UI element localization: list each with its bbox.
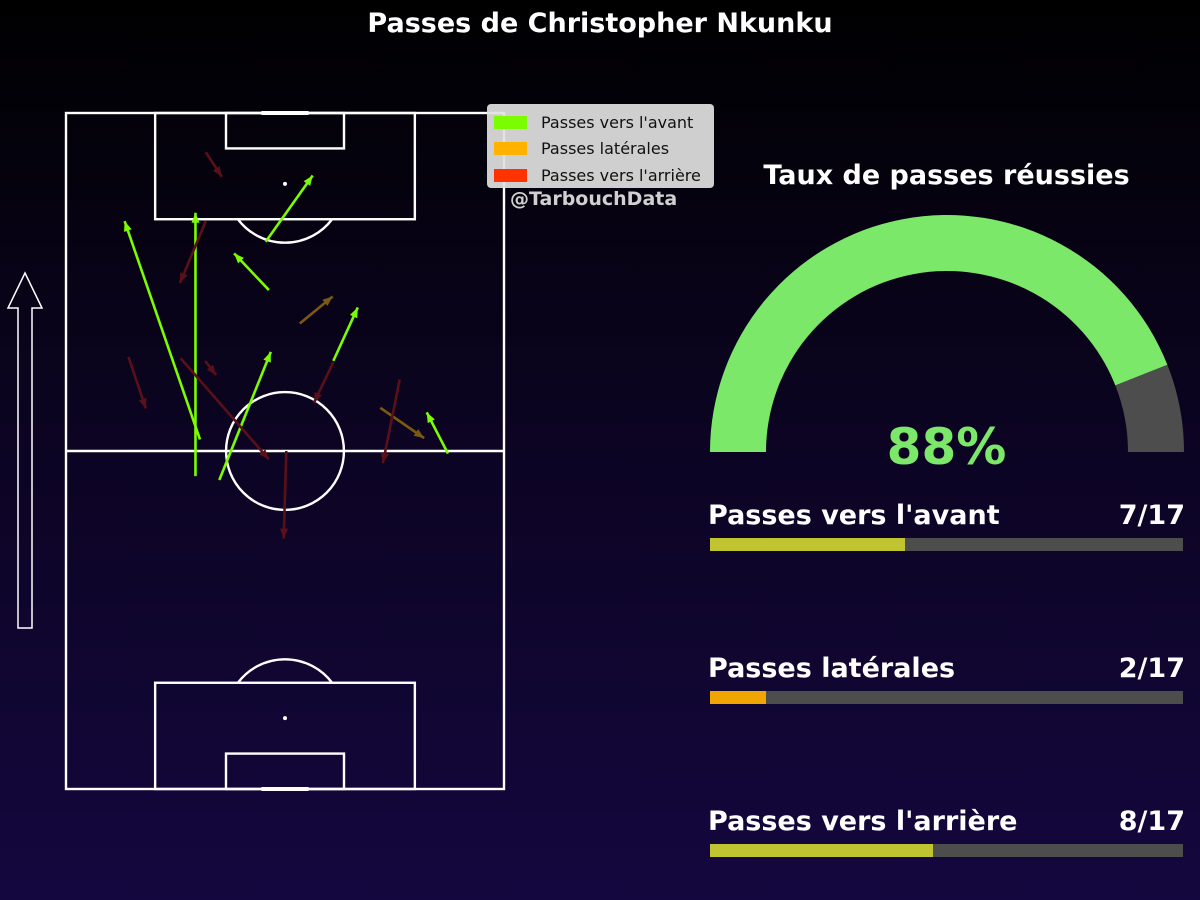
pass-arrowhead (263, 351, 271, 363)
pass-line (179, 357, 270, 461)
attack-direction-arrow-icon (6, 271, 44, 629)
up-arrow-icon (6, 271, 44, 629)
stat-bar-fill-forward (710, 538, 905, 551)
penalty-box-top (153, 111, 417, 221)
pass-line (218, 351, 273, 481)
pass-arrow-forward (218, 351, 273, 481)
stat-count-backward: 8/17 (1118, 806, 1185, 837)
pass-arrowhead (426, 412, 435, 424)
legend-label-backward: Passes vers l'arrière (541, 165, 701, 185)
pass-arrow-backward (280, 450, 289, 539)
legend-item-lateral: Passes latérales (494, 136, 714, 163)
stat-bar-fill-backward (710, 844, 933, 857)
penalty-box-bottom (153, 681, 417, 791)
stat-bar-backward (710, 844, 1183, 857)
pass-map (6, 111, 506, 791)
pass-arrow-backward (178, 220, 207, 284)
pass-arrow-forward (191, 212, 200, 477)
pass-arrow-forward (425, 411, 450, 455)
gauge-remainder-arc (1115, 364, 1184, 452)
pass-arrow-lateral (298, 295, 334, 325)
stat-bar-fill-lateral (710, 691, 766, 704)
pass-arrowhead (313, 391, 322, 403)
stat-count-lateral: 2/17 (1118, 653, 1185, 684)
pass-arrowhead (234, 253, 244, 264)
stat-label-forward: Passes vers l'avant (708, 500, 1000, 531)
pass-arrowhead (138, 397, 147, 409)
pass-arrow-backward (127, 356, 148, 409)
pass-arrow-forward (332, 306, 359, 362)
pass-arrowhead (124, 221, 132, 232)
stat-label-lateral: Passes latérales (708, 653, 956, 684)
legend-swatch-backward (494, 168, 527, 182)
legend-item-forward: Passes vers l'avant (494, 109, 714, 136)
pass-arrowhead (413, 429, 425, 439)
pass-arrow-backward (204, 360, 218, 376)
pass-line (381, 379, 401, 464)
pass-arrowhead (303, 175, 313, 186)
legend-swatch-lateral (494, 142, 527, 156)
pass-arrow-backward (312, 361, 335, 404)
legend-label-forward: Passes vers l'avant (541, 112, 694, 132)
penalty-spot-bottom (283, 716, 287, 721)
passes-layer (123, 151, 450, 539)
gauge-value: 88% (886, 418, 1007, 476)
pass-line (282, 450, 288, 539)
pass-arrow-forward (123, 220, 202, 440)
watermark: @TarbouchData (510, 188, 678, 210)
stat-bar-forward (710, 538, 1183, 551)
gauge-title: Taux de passes réussies (763, 160, 1130, 191)
pass-arrowhead (213, 166, 222, 177)
pass-arrow-forward (233, 252, 270, 291)
pass-arrowhead (206, 364, 217, 376)
penalty-arc-bottom (236, 658, 334, 684)
legend-swatch-forward (494, 115, 527, 129)
success-rate-gauge (710, 215, 1184, 452)
pass-arrow-lateral (379, 406, 425, 440)
pass-arrowhead (380, 452, 389, 464)
pass-arrow-backward (179, 357, 270, 461)
penalty-spot-top (283, 181, 287, 186)
pass-arrowhead (180, 272, 188, 283)
pass-arrow-backward (380, 379, 401, 464)
gauge-success-arc (710, 215, 1168, 452)
pass-arrow-backward (204, 151, 223, 178)
pass-line (123, 220, 202, 440)
penalty-arc-top (236, 218, 334, 244)
chart-title: Passes de Christopher Nkunku (367, 8, 833, 39)
pass-arrowhead (191, 212, 200, 223)
stat-bar-lateral (710, 691, 1183, 704)
six-yard-box-top (224, 111, 346, 150)
pass-arrowhead (259, 449, 269, 460)
six-yard-box-bottom (224, 752, 346, 791)
pass-line (264, 174, 314, 243)
pass-line (178, 220, 207, 284)
legend: Passes vers l'avant Passes latérales Pas… (487, 104, 714, 188)
pass-arrowhead (280, 528, 289, 539)
legend-item-backward: Passes vers l'arrière (494, 162, 714, 189)
pass-arrow-forward (264, 174, 314, 243)
stat-count-forward: 7/17 (1118, 500, 1185, 531)
pass-arrowhead (349, 307, 358, 319)
legend-label-lateral: Passes latérales (541, 139, 670, 159)
pass-arrowhead (322, 296, 333, 306)
stat-label-backward: Passes vers l'arrière (708, 806, 1018, 837)
pitch-lines (64, 111, 506, 791)
